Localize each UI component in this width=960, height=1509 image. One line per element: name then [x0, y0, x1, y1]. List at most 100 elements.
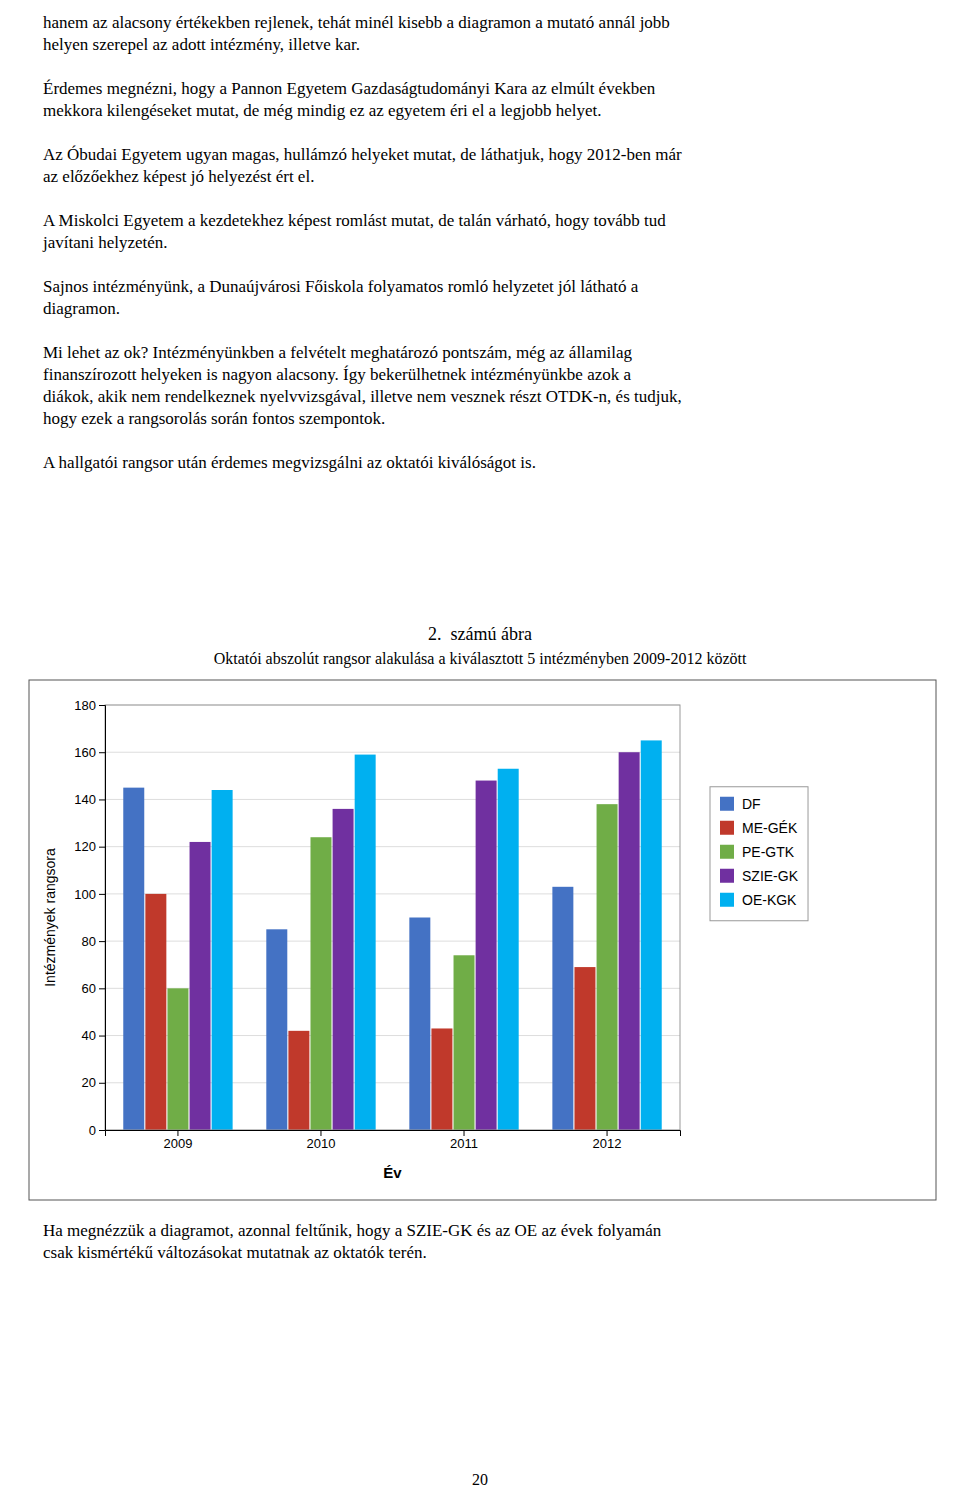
tick-mark — [99, 894, 105, 895]
body-text: mekkora kilengéseket mutat, de még mindi… — [43, 101, 601, 120]
bar — [190, 842, 211, 1130]
body-text: csak kismértékű változásokat mutatnak az… — [43, 1243, 427, 1262]
tick-label: 2009 — [163, 1136, 192, 1151]
body-text: Érdemes megnézni, hogy a Pannon Egyetem … — [43, 79, 656, 98]
bar-series — [212, 740, 662, 1130]
legend-swatch — [720, 845, 734, 859]
bar — [431, 1028, 452, 1130]
body-text: hogy ezek a rangsorolás során fontos sze… — [43, 409, 385, 428]
bar — [574, 967, 595, 1130]
tick: 2010 — [307, 1130, 336, 1151]
legend-swatch — [720, 821, 734, 835]
body-text: finanszírozott helyeken is nagyon alacso… — [43, 365, 631, 384]
legend-swatch — [720, 797, 734, 811]
bar — [454, 955, 475, 1130]
page-number: 20 — [472, 1471, 488, 1488]
body-text: A hallgatói rangsor után érdemes megvizs… — [43, 453, 536, 472]
bar — [266, 929, 287, 1130]
tick-mark — [99, 847, 105, 848]
legend-swatch — [720, 869, 734, 883]
body-text: javítani helyzetén. — [42, 233, 168, 252]
legend-label: ME-GÉK — [742, 820, 798, 836]
tick: 80 — [82, 934, 105, 949]
legend-frame — [710, 787, 808, 921]
bar — [409, 918, 430, 1131]
tick-label: 60 — [82, 981, 96, 996]
axis-domain — [106, 1131, 681, 1137]
y-axis-label: Intézmények rangsora — [42, 848, 58, 987]
grid-line — [105, 799, 680, 800]
tick-label: 2011 — [450, 1136, 478, 1151]
tick: 160 — [74, 745, 105, 760]
tick-mark — [99, 941, 105, 942]
body-text: diagramon. — [43, 299, 120, 318]
bar — [333, 809, 354, 1130]
tick-label: 80 — [82, 934, 96, 949]
tick-label: 160 — [74, 745, 96, 760]
axis-domain — [99, 706, 106, 1131]
grid-line — [105, 752, 680, 753]
tick-label: 140 — [74, 792, 96, 807]
bar — [641, 740, 662, 1130]
x-axis: 2009 2010 2011 2012 — [106, 1130, 681, 1151]
legend-label: PE-GTK — [742, 844, 795, 860]
body-text: Az Óbudai Egyetem ugyan magas, hullámzó … — [43, 145, 682, 164]
tick-label: 120 — [74, 839, 96, 854]
tick: 20 — [82, 1075, 105, 1090]
tick-mark — [177, 1130, 178, 1136]
tick: 140 — [74, 792, 105, 807]
bar — [310, 837, 331, 1130]
bars — [123, 740, 661, 1130]
tick-mark — [99, 1036, 105, 1037]
tick: 60 — [82, 981, 105, 996]
body-text: Ha megnézzük a diagramot, azonnal feltűn… — [43, 1221, 662, 1240]
bar — [597, 804, 618, 1130]
tick: 40 — [82, 1028, 105, 1043]
y-axis: 0 20 40 60 80 100 120 140 160 180 — [74, 698, 105, 1138]
legend-label: DF — [742, 796, 761, 812]
bar — [619, 752, 640, 1130]
bar — [288, 1031, 309, 1130]
body-text: helyen szerepel az adott intézmény, ille… — [43, 35, 360, 54]
x-axis-label: Év — [383, 1164, 402, 1181]
legend-swatch — [720, 893, 734, 907]
grid — [105, 705, 680, 1130]
tick-label: 40 — [82, 1028, 96, 1043]
plot-frame — [105, 705, 680, 1130]
tick-mark — [99, 799, 105, 800]
tick-label: 100 — [74, 887, 96, 902]
tick-label: 2010 — [307, 1136, 336, 1151]
tick: 0 — [89, 1123, 105, 1138]
chart-subtitle: Oktatói abszolút rangsor alakulása a kiv… — [214, 650, 747, 668]
bar — [212, 790, 233, 1130]
tick: 100 — [74, 887, 105, 902]
bar — [167, 988, 188, 1130]
tick-label: 20 — [82, 1075, 96, 1090]
body-text: A Miskolci Egyetem a kezdetekhez képest … — [43, 211, 666, 230]
legend-label: SZIE-GK — [742, 868, 799, 884]
legend: DFME-GÉKPE-GTKSZIE-GKOE-KGK — [710, 787, 808, 921]
body-text: hanem az alacsony értékekben rejlenek, t… — [43, 13, 670, 32]
tick-mark — [320, 1130, 321, 1136]
tick-mark — [99, 1130, 105, 1131]
tick-mark — [99, 988, 105, 989]
bar — [145, 894, 166, 1130]
bar-series — [167, 804, 617, 1130]
bar — [498, 769, 519, 1130]
bar — [355, 755, 376, 1130]
bar — [123, 788, 144, 1130]
tick-mark — [464, 1130, 465, 1136]
body-text: az előzőekhez képest jó helyezést ért el… — [43, 167, 314, 186]
bar — [552, 887, 573, 1130]
chart-border — [29, 680, 936, 1200]
body-text: diákok, akik nem rendelkeznek nyelvvizsg… — [43, 387, 682, 406]
bar-series — [190, 752, 640, 1130]
tick-label: 2012 — [593, 1136, 622, 1151]
tick-mark — [99, 705, 105, 706]
tick: 120 — [74, 839, 105, 854]
tick: 2012 — [593, 1130, 622, 1151]
body-text: Mi lehet az ok? Intézményünkben a felvét… — [43, 343, 633, 362]
body-text: Sajnos intézményünk, a Dunaújvárosi Főis… — [43, 277, 639, 296]
tick: 2009 — [163, 1130, 192, 1151]
tick-label: 180 — [74, 698, 96, 713]
